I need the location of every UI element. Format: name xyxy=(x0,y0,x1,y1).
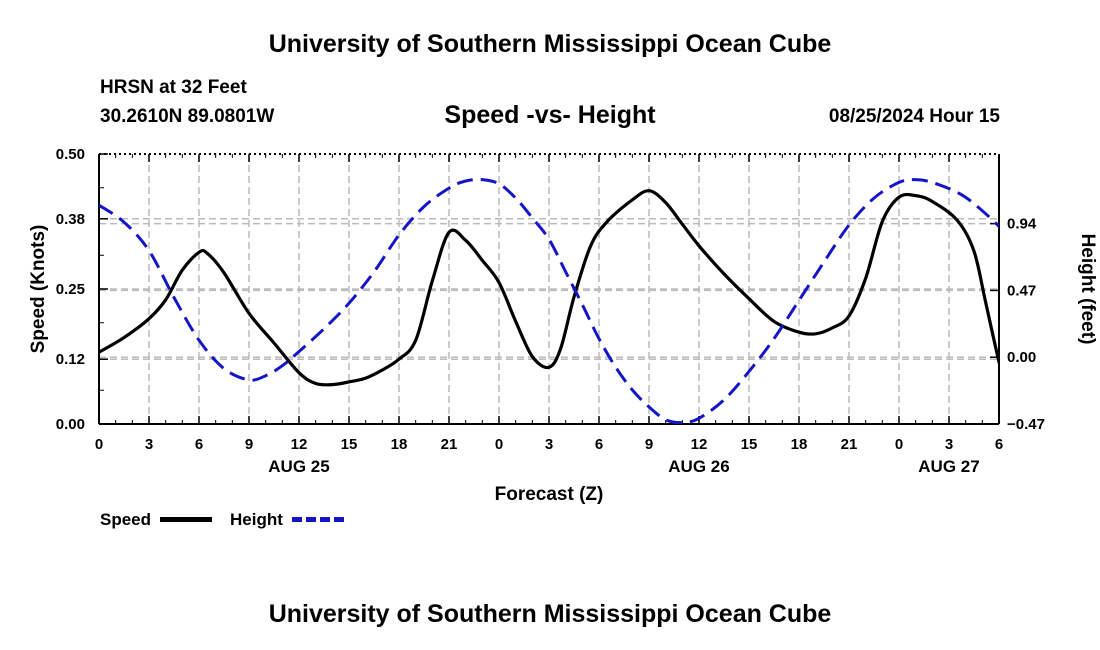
y-left-tick-label: 0.38 xyxy=(56,211,85,228)
x-tick-label: 6 xyxy=(195,436,203,453)
chart-title: University of Southern Mississippi Ocean… xyxy=(268,30,832,58)
x-tick-label: 12 xyxy=(691,436,708,453)
y-left-tick-label: 0.50 xyxy=(56,146,85,163)
y-right-tick-label: 0.94 xyxy=(1007,216,1037,233)
y-right-tick-label: 0.47 xyxy=(1007,282,1036,299)
coordinates-label: 30.2610N 89.0801W xyxy=(100,106,275,127)
x-tick-label: 18 xyxy=(391,436,408,453)
x-tick-label: 0 xyxy=(895,436,903,453)
x-date-label: AUG 25 xyxy=(268,457,329,476)
x-tick-label: 21 xyxy=(841,436,858,453)
y-left-tick-label: 0.00 xyxy=(56,416,85,433)
legend-speed-swatch xyxy=(160,517,212,522)
x-tick-label: 12 xyxy=(291,436,308,453)
legend-height-swatch xyxy=(292,517,344,522)
y-left-tick-label: 0.25 xyxy=(56,281,85,298)
x-tick-label: 15 xyxy=(741,436,758,453)
x-tick-label: 3 xyxy=(545,436,553,453)
y-left-tick-label: 0.12 xyxy=(56,351,85,368)
chart-subtitle: Speed -vs- Height xyxy=(444,101,656,129)
y-right-axis-title: Height (feet) xyxy=(1077,234,1098,345)
x-tick-label: 9 xyxy=(645,436,653,453)
x-tick-label: 9 xyxy=(245,436,253,453)
x-tick-label: 0 xyxy=(95,436,103,453)
x-axis-title: Forecast (Z) xyxy=(495,484,604,505)
y-left-axis-title: Speed (Knots) xyxy=(28,225,49,354)
x-tick-label: 21 xyxy=(441,436,458,453)
x-tick-label: 18 xyxy=(791,436,808,453)
legend-height-label: Height xyxy=(230,510,283,529)
x-date-label: AUG 27 xyxy=(918,457,979,476)
x-date-label: AUG 26 xyxy=(668,457,729,476)
x-tick-label: 6 xyxy=(995,436,1003,453)
height-series-line xyxy=(99,177,999,424)
x-tick-label: 3 xyxy=(945,436,953,453)
y-right-tick-label: −0.47 xyxy=(1007,416,1045,433)
footer-title: University of Southern Mississippi Ocean… xyxy=(268,600,832,628)
x-tick-label: 0 xyxy=(495,436,503,453)
datetime-label: 08/25/2024 Hour 15 xyxy=(828,106,1000,127)
station-label: HRSN at 32 Feet xyxy=(100,77,247,98)
x-tick-label: 15 xyxy=(341,436,358,453)
speed-series-line xyxy=(99,189,999,387)
x-tick-label: 3 xyxy=(145,436,153,453)
x-tick-label: 6 xyxy=(595,436,603,453)
y-right-tick-label: 0.00 xyxy=(1007,349,1036,366)
legend-speed-label: Speed xyxy=(100,510,152,529)
